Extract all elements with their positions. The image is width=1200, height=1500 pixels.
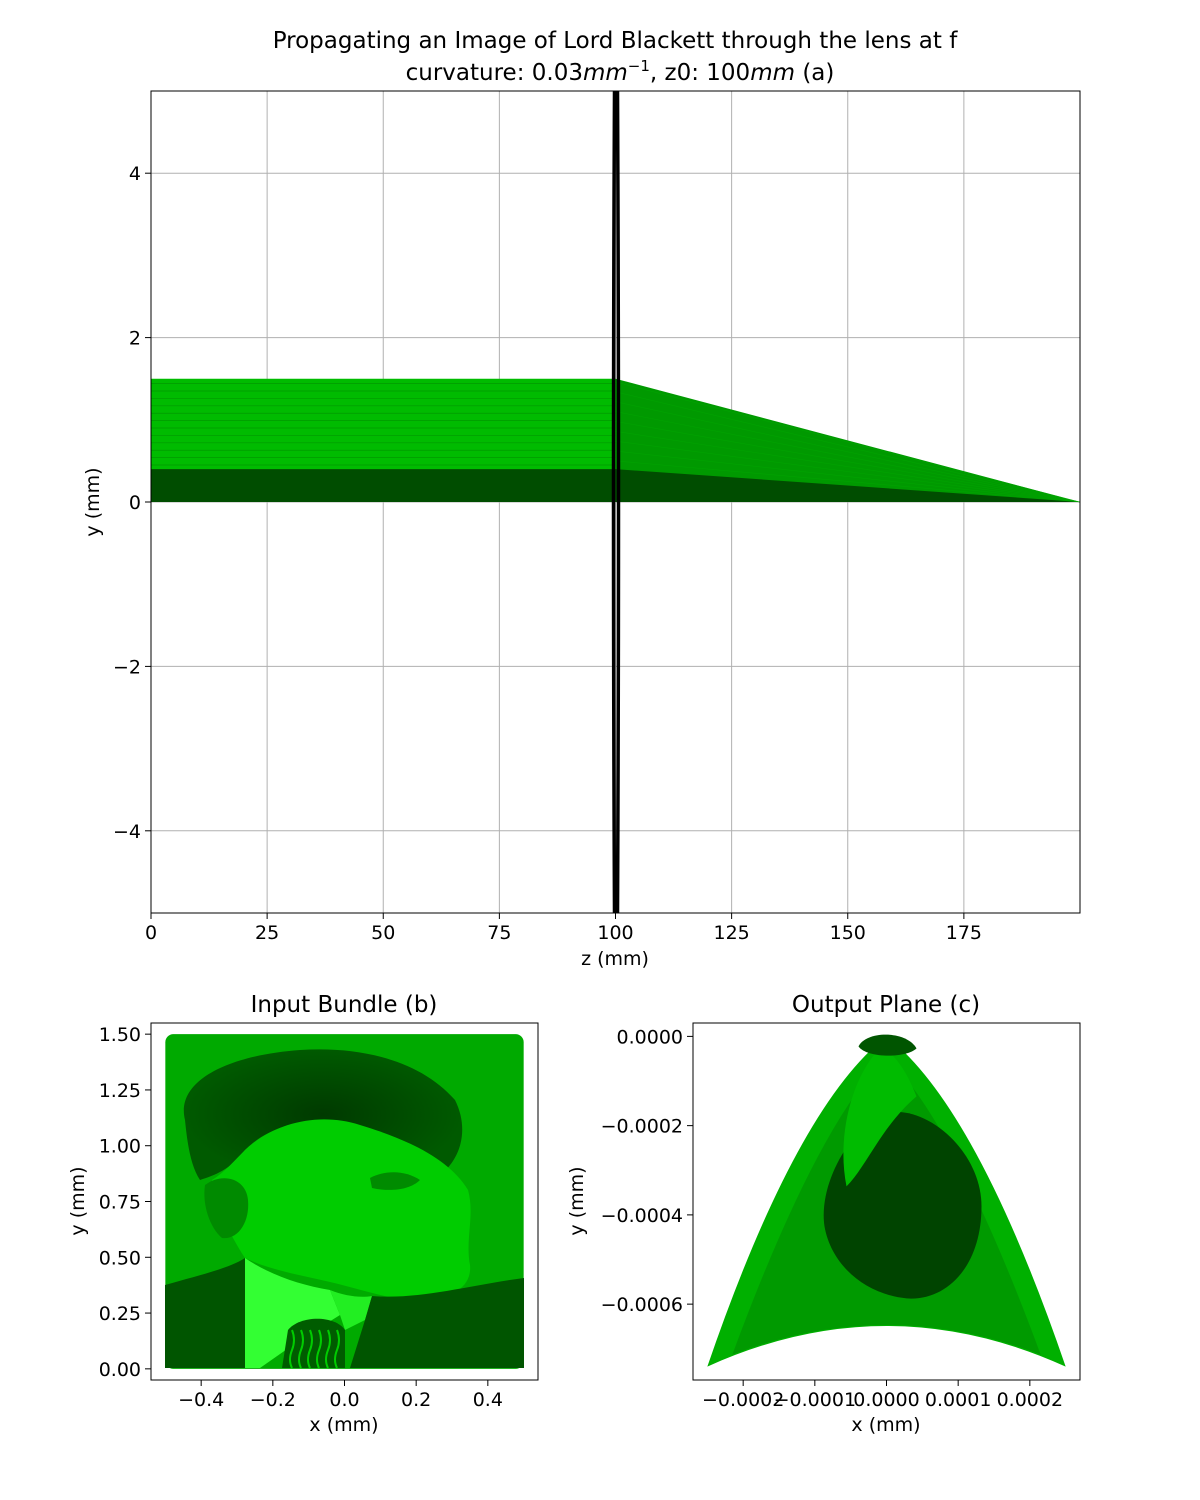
y-tick-label: −0.0004 [601,1205,683,1227]
portrait-ear [204,1178,249,1239]
x-tick-label: 75 [487,922,511,944]
portrait-eye-shadow [370,1172,420,1190]
portrait-face [212,1119,471,1301]
tie-stripe [334,1329,340,1369]
x-tick-label: 0.2 [401,1389,431,1411]
portrait-collar [245,1258,340,1368]
portrait-shirt [330,1290,372,1330]
y-tick-label: 0.0000 [617,1026,683,1048]
y-tick-label: −0.0006 [601,1294,683,1316]
tie-stripe [307,1329,313,1369]
tie-stripe [298,1329,304,1369]
x-tick-label: 150 [830,922,866,944]
panel-a-ticks: 0 25 50 75 100 125 150 175 −4 −2 0 2 4 [113,163,982,944]
ray-bundle-lines [151,383,616,466]
lens-surface-right [615,91,621,913]
panel-b-xlabel: x (mm) [309,1414,378,1436]
y-tick-label: −4 [113,821,141,843]
x-tick-label: 175 [946,922,982,944]
x-tick-label: −0.0002 [702,1389,784,1411]
x-tick-label: 25 [255,922,279,944]
x-tick-label: −0.2 [250,1389,296,1411]
x-tick-label: 0.0 [329,1389,359,1411]
figure-title-line2: curvature: 0.03mm−1, z0: 100mm (a) [406,57,835,86]
y-tick-label: 0 [129,492,141,514]
lens-surface-left [611,91,617,913]
y-tick-label: 0.50 [99,1247,141,1269]
converging-ray [615,450,1080,503]
ray-bundle-dark-band [151,469,616,502]
x-tick-label: −0.4 [178,1389,224,1411]
panel-b: Input Bundle (b) [67,992,539,1436]
ray-bundle-converging-dark [615,469,1080,502]
x-tick-label: 0.0000 [853,1389,919,1411]
x-tick-label: −0.0001 [774,1389,856,1411]
panel-a-xlabel: z (mm) [581,948,649,970]
panel-a-plot-area [151,91,1080,913]
panel-a: 0 25 50 75 100 125 150 175 −4 −2 0 2 4 z (mm) y (mm) [82,90,1081,970]
y-tick-label: 0.25 [99,1303,141,1325]
tie-stripe [289,1329,295,1369]
converging-ray [615,391,1080,503]
x-tick-label: 0.4 [473,1389,503,1411]
y-tick-label: 4 [129,163,141,185]
x-tick-label: 0.0001 [925,1389,991,1411]
portrait-image-bundle [165,1034,524,1369]
figure-title-line1: Propagating an Image of Lord Blackett th… [273,28,959,54]
x-tick-label: 125 [713,922,749,944]
y-tick-label: −0.0002 [601,1116,683,1138]
y-tick-label: 0.75 [99,1192,141,1214]
panel-c-title: Output Plane (c) [792,992,980,1018]
portrait-hair [183,1049,463,1180]
converging-ray [615,440,1080,503]
panel-a-ylabel: y (mm) [82,467,104,536]
converging-ray [615,460,1080,503]
panel-c-ylabel: y (mm) [566,1166,588,1235]
y-tick-label: 1.00 [99,1136,141,1158]
y-tick-label: 1.25 [99,1080,141,1102]
panel-b-ticks: −0.4 −0.2 0.0 0.2 0.4 0.00 0.25 0.50 0.75 1.00 1.2… [99,1024,503,1411]
converging-ray [615,401,1080,503]
converging-ray [615,411,1080,503]
panel-b-title: Input Bundle (b) [251,992,438,1018]
tie-stripe [325,1329,331,1369]
converging-ray [615,381,1080,503]
y-tick-label: 0.00 [99,1359,141,1381]
x-tick-label: 0 [145,922,157,944]
panel-c-xlabel: x (mm) [851,1414,920,1436]
converging-ray [615,431,1080,503]
output-image-apex-blob [858,1034,917,1056]
x-tick-label: 0.0002 [997,1389,1063,1411]
y-tick-label: −2 [113,656,141,678]
converging-ray [615,421,1080,503]
portrait-jacket-left [165,1258,245,1368]
x-tick-label: 100 [597,922,633,944]
portrait-jacket-right [350,1278,524,1368]
portrait-tie-pattern [289,1329,340,1369]
output-image-face-streak [843,1046,917,1187]
panel-b-plot-area [165,1034,524,1369]
y-tick-label: 2 [129,328,141,350]
tie-stripe [316,1329,322,1369]
converging-ray-lines [615,381,1080,503]
panel-c-plot-area [707,1034,1066,1367]
y-tick-label: 1.50 [99,1024,141,1046]
panel-b-ylabel: y (mm) [67,1166,89,1235]
x-tick-label: 50 [371,922,395,944]
